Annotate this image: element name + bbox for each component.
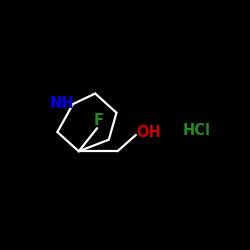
- Text: NH: NH: [50, 96, 74, 111]
- Text: OH: OH: [136, 126, 161, 140]
- Text: F: F: [94, 113, 104, 128]
- Text: HCl: HCl: [183, 122, 211, 138]
